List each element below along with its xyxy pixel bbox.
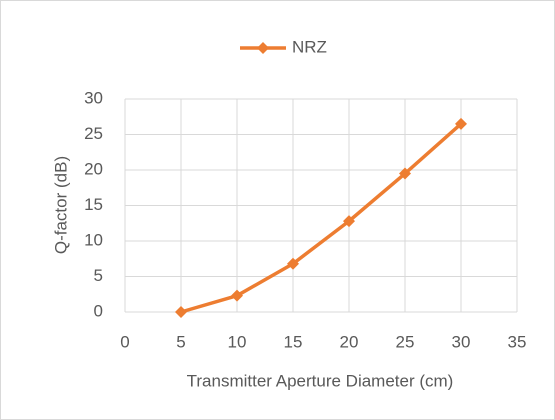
y-tick-label: 10 xyxy=(84,230,103,249)
x-tick-label: 15 xyxy=(284,332,303,351)
data-point xyxy=(399,167,411,180)
data-point xyxy=(343,215,355,228)
y-tick-label: 20 xyxy=(84,159,103,178)
series-line xyxy=(180,122,463,314)
x-tick-label: 25 xyxy=(396,332,415,351)
data-point xyxy=(175,306,187,318)
x-tick-label: 35 xyxy=(508,332,527,351)
y-tick-label: 25 xyxy=(84,124,103,143)
y-tick-label: 30 xyxy=(84,88,103,107)
x-tick-label: 20 xyxy=(340,332,359,351)
y-tick-label: 15 xyxy=(84,195,103,214)
y-axis-label: Q-factor (dB) xyxy=(51,156,70,254)
x-axis-label: Transmitter Aperture Diameter (cm) xyxy=(187,371,454,390)
data-point xyxy=(455,117,467,130)
y-tick-label: 0 xyxy=(94,301,103,320)
legend-label: NRZ xyxy=(292,37,327,56)
x-tick-label: 0 xyxy=(120,332,129,351)
x-tick-label: 30 xyxy=(452,332,471,351)
y-tick-label: 5 xyxy=(94,266,103,285)
data-point xyxy=(287,257,299,270)
x-tick-label: 10 xyxy=(228,332,247,351)
data-point xyxy=(231,289,243,302)
x-tick-label: 5 xyxy=(176,332,185,351)
legend-marker xyxy=(257,42,269,54)
